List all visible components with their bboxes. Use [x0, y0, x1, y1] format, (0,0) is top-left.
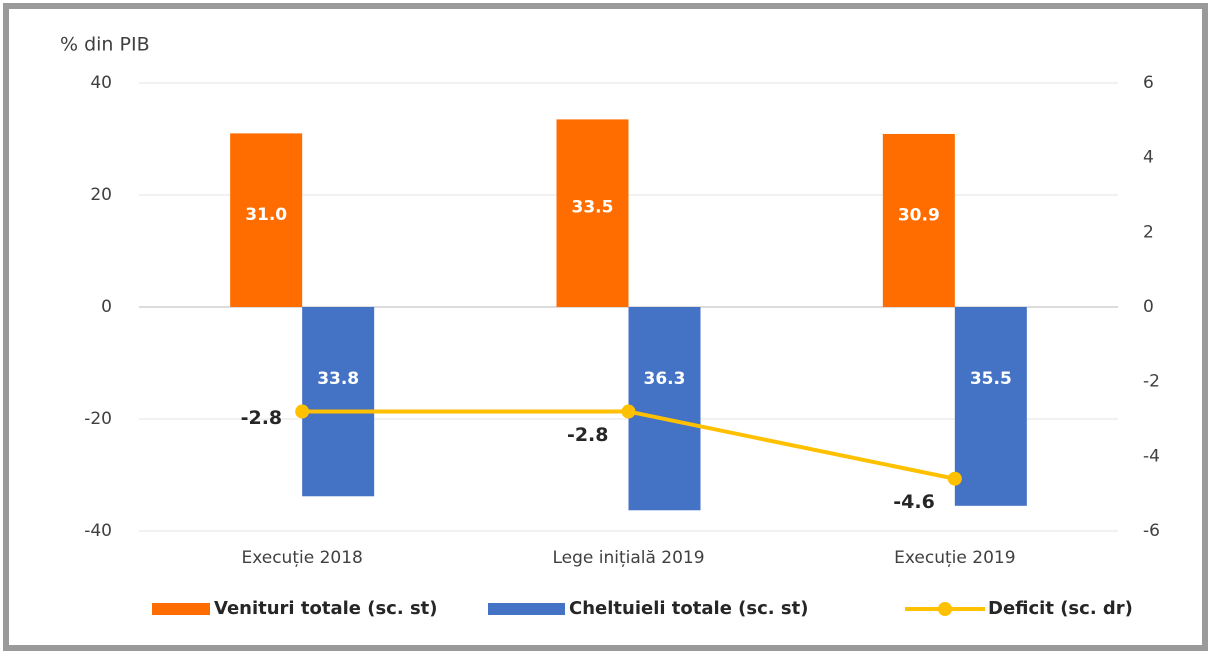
y2-tick-label: 4 [1143, 148, 1154, 168]
y-tick-label: -20 [84, 409, 112, 429]
bar [954, 307, 1027, 506]
bar [882, 133, 955, 307]
data-label: 30.9 [898, 205, 940, 225]
data-label: 31.0 [245, 205, 287, 225]
x-tick-label: Lege inițială 2019 [552, 548, 704, 568]
data-label: -2.8 [567, 424, 609, 446]
y2-tick-label: -4 [1143, 446, 1160, 466]
bar [628, 307, 701, 511]
y-axis-label: % din PIB [60, 34, 150, 56]
legend-label: Cheltuieli totale (sc. st) [569, 598, 808, 619]
y-tick-label: 0 [101, 297, 112, 317]
y2-tick-label: -2 [1143, 372, 1160, 392]
data-label: 35.5 [970, 369, 1012, 389]
legend-label: Venituri totale (sc. st) [214, 598, 438, 619]
data-label: 36.3 [644, 369, 686, 389]
data-label: -4.6 [893, 491, 935, 513]
legend-swatch [488, 603, 565, 615]
legend-label: Deficit (sc. dr) [988, 598, 1133, 619]
bar [230, 133, 303, 307]
legend-swatch [152, 603, 210, 615]
data-label: 33.5 [572, 198, 614, 218]
y-tick-label: -40 [84, 521, 112, 541]
y2-tick-label: 0 [1143, 297, 1154, 317]
data-label: -2.8 [241, 407, 283, 429]
line-marker [295, 404, 310, 419]
y-tick-label: 20 [90, 185, 112, 205]
bar [556, 119, 629, 308]
y2-tick-label: 6 [1143, 73, 1154, 93]
data-label: 33.8 [317, 369, 359, 389]
legend-swatch [938, 602, 952, 616]
bar [302, 307, 375, 497]
x-tick-label: Execuție 2018 [241, 548, 362, 568]
y2-tick-label: -6 [1143, 521, 1160, 541]
x-tick-label: Execuție 2019 [894, 548, 1015, 568]
line-marker [947, 471, 962, 486]
line-marker [621, 404, 636, 419]
y-tick-label: 40 [90, 73, 112, 93]
y2-tick-label: 2 [1143, 222, 1154, 242]
